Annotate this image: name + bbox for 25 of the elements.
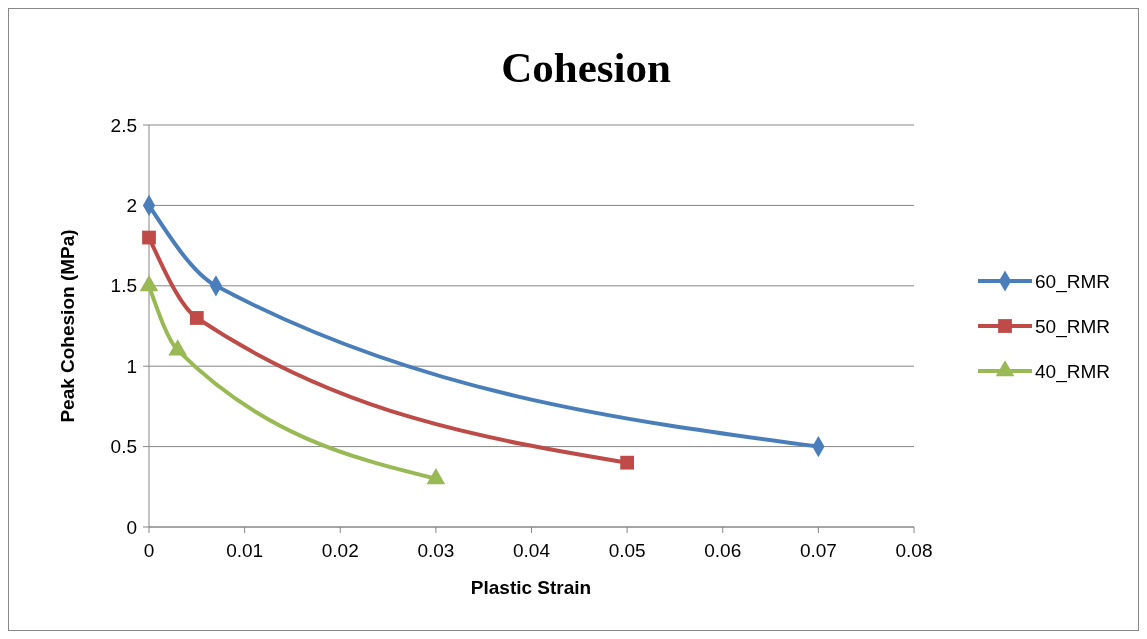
y-tick-label: 1.5 [110,275,137,297]
y-tick-label: 0 [126,516,137,538]
x-tick-label: 0.08 [895,540,933,561]
point [426,468,446,485]
point [620,455,635,470]
x-tick-label: 0.01 [226,540,264,561]
x-tick-label: 0 [143,540,155,561]
x-tick-label: 0.02 [321,540,359,561]
x-tick-label: 0.05 [608,540,646,561]
y-tick-label: 0.5 [110,436,137,458]
y-tick-label: 1 [126,355,137,377]
legend-label: 60_RMR [1035,270,1110,293]
point [189,311,204,325]
y-axis-title: Peak Cohesion (MPa) [57,229,78,423]
y-tick-label: 2.5 [110,114,137,136]
y-tick-label: 2 [126,195,137,217]
x-tick-label: 0.07 [799,540,837,561]
x-tick-label: 0.04 [513,540,551,561]
point [142,230,156,245]
x-tick-label: 0.03 [417,540,455,561]
x-axis-title: Plastic Strain [470,577,592,598]
chart-title: Cohesion [501,44,671,91]
legend-label: 40_RMR [1035,360,1110,383]
x-tick-label: 0.06 [704,540,742,561]
legend-label: 50_RMR [1035,315,1110,338]
